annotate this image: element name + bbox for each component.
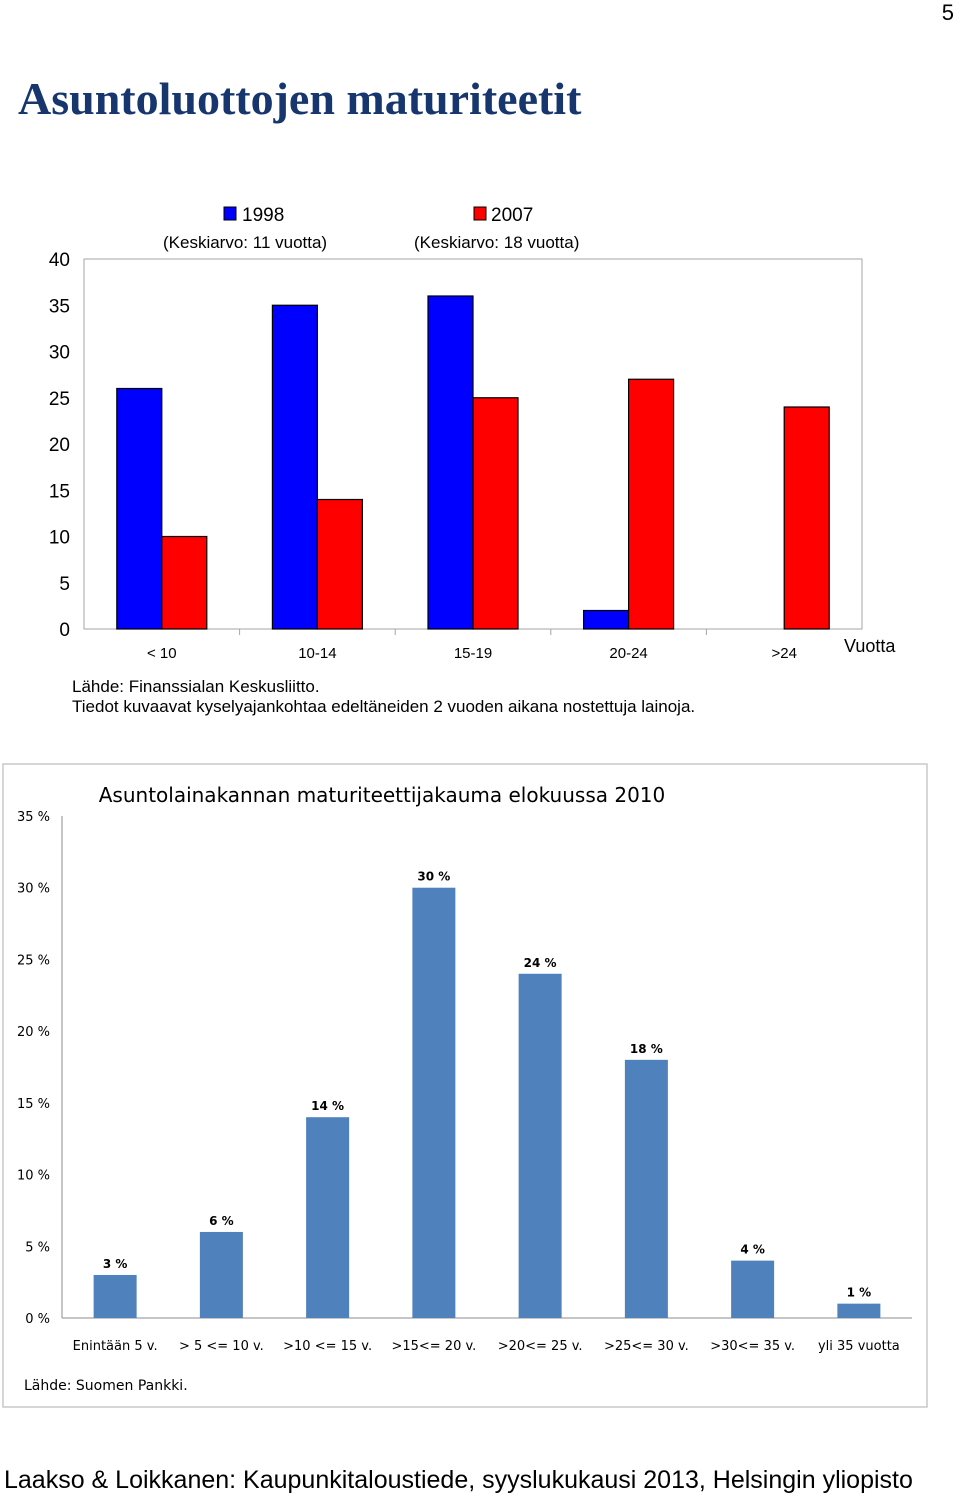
bars (93, 887, 881, 1318)
bar-1998-10-14 (271, 304, 318, 630)
bar-1998-15-19 (427, 295, 474, 630)
data-labels: 3 % 6 % 14 % 30 % 24 % 18 % 4 % 1 % (103, 870, 871, 1300)
maturity-chart-1998-2007: 1998 (Keskiarvo: 11 vuotta) 2007 (Keskia… (49, 205, 897, 716)
x-tick-30-35-v: >30<= 35 v. (710, 1339, 795, 1354)
y-tick-15: 15 (49, 481, 70, 502)
data-label-yli-35-vuotta: 1 % (847, 1286, 872, 1300)
data-label-5-10-v: 6 % (209, 1214, 234, 1228)
bar-2007-20-24 (627, 378, 675, 630)
x-tick-25-30-v: >25<= 30 v. (604, 1339, 689, 1354)
chart2-title: Asuntolainakannan maturiteettijakauma el… (99, 783, 666, 807)
y-tick-5: 5 (59, 574, 70, 595)
bar-yli-35-vuotta (837, 1303, 881, 1318)
y-tick-30: 30 (49, 343, 70, 364)
legend-swatch-2007 (473, 206, 487, 221)
bar-10-15-v (306, 1117, 350, 1318)
x-tick-24: >24 (771, 645, 796, 662)
x-axis-labels: Enintään 5 v. > 5 <= 10 v. >10 <= 15 v. >15… (73, 1339, 900, 1354)
x-axis-labels: < 10 10-14 15-19 20-24 >24 (147, 629, 797, 662)
y-tick-20: 20 % (17, 1025, 50, 1040)
chart1-source: Lähde: Finanssialan Keskusliitto. (72, 677, 320, 696)
bar-20-25-v (518, 973, 562, 1318)
y-tick-30: 30 % (17, 882, 50, 897)
bar-enint-n-5-v (93, 1274, 137, 1318)
legend-note-2007: (Keskiarvo: 18 vuotta) (414, 233, 579, 252)
x-tick-10: < 10 (147, 645, 177, 662)
maturity-distribution-2010-chart: Asuntolainakannan maturiteettijakauma el… (2, 763, 928, 1408)
y-tick-10: 10 % (17, 1169, 50, 1184)
y-tick-0: 0 (59, 620, 70, 641)
legend-label-1998: 1998 (242, 205, 284, 226)
x-tick-20-24: 20-24 (609, 645, 647, 662)
bar-2007-10-14 (316, 498, 363, 630)
page-title: Asuntoluottojen maturiteetit (18, 73, 582, 124)
y-tick-35: 35 (49, 296, 70, 317)
x-tick-yli-35-vuotta: yli 35 vuotta (818, 1339, 900, 1354)
data-label-enint-n-5-v: 3 % (103, 1257, 128, 1271)
data-label-25-30-v: 18 % (630, 1042, 663, 1056)
bar-25-30-v (624, 1059, 668, 1318)
y-axis-ticks: 0 5 10 15 20 25 30 35 40 (49, 250, 70, 641)
y-tick-20: 20 (49, 435, 70, 456)
bar-15-20-v (412, 887, 456, 1318)
bar-1998-20-24 (582, 609, 630, 630)
bar-5-10-v (199, 1231, 243, 1318)
data-label-20-25-v: 24 % (524, 956, 557, 970)
footer-text: Laakso & Loikkanen: Kaupunkitaloustiede,… (4, 1466, 913, 1494)
x-tick-5-10-v: > 5 <= 10 v. (179, 1339, 264, 1354)
y-tick-40: 40 (49, 250, 70, 271)
x-tick-15-19: 15-19 (454, 645, 492, 662)
chart2-source: Lähde: Suomen Pankki. (24, 1378, 188, 1394)
data-label-15-20-v: 30 % (417, 870, 450, 884)
bar-1998-10 (116, 387, 163, 630)
x-tick-10-14: 10-14 (298, 645, 336, 662)
y-tick-25: 25 % (17, 953, 50, 968)
bar-2007-15-19 (472, 397, 519, 630)
x-tick-enint-n-5-v: Enintään 5 v. (73, 1339, 158, 1354)
legend-swatch-1998 (223, 206, 237, 221)
bar-30-35-v (731, 1260, 775, 1318)
x-axis-label: Vuotta (844, 636, 896, 656)
chart1-note: Tiedot kuvaavat kyselyajankohtaa edeltän… (72, 697, 695, 716)
y-tick-5: 5 % (25, 1240, 50, 1255)
x-tick-15-20-v: >15<= 20 v. (391, 1339, 476, 1354)
x-tick-20-25-v: >20<= 25 v. (498, 1339, 583, 1354)
bar-2007-24 (783, 406, 830, 630)
y-tick-0: 0 % (25, 1312, 50, 1327)
bar-2007-10 (161, 535, 208, 630)
page-number: 5 (941, 0, 954, 25)
data-label-10-15-v: 14 % (311, 1099, 344, 1113)
legend-note-1998: (Keskiarvo: 11 vuotta) (163, 233, 327, 252)
y-tick-35: 35 % (17, 810, 50, 825)
y-tick-10: 10 (49, 528, 70, 549)
data-label-30-35-v: 4 % (740, 1243, 765, 1257)
y-tick-15: 15 % (17, 1097, 50, 1112)
chart-legend: 1998 (Keskiarvo: 11 vuotta) 2007 (Keskia… (163, 205, 579, 252)
legend-label-2007: 2007 (491, 205, 533, 226)
y-axis-ticks: 0 % 5 % 10 % 15 % 20 % 25 % 30 % 35 % (17, 810, 50, 1327)
bars (116, 295, 830, 630)
x-tick-10-15-v: >10 <= 15 v. (283, 1339, 372, 1354)
chart-frame (2, 763, 928, 1408)
y-tick-25: 25 (49, 389, 70, 410)
